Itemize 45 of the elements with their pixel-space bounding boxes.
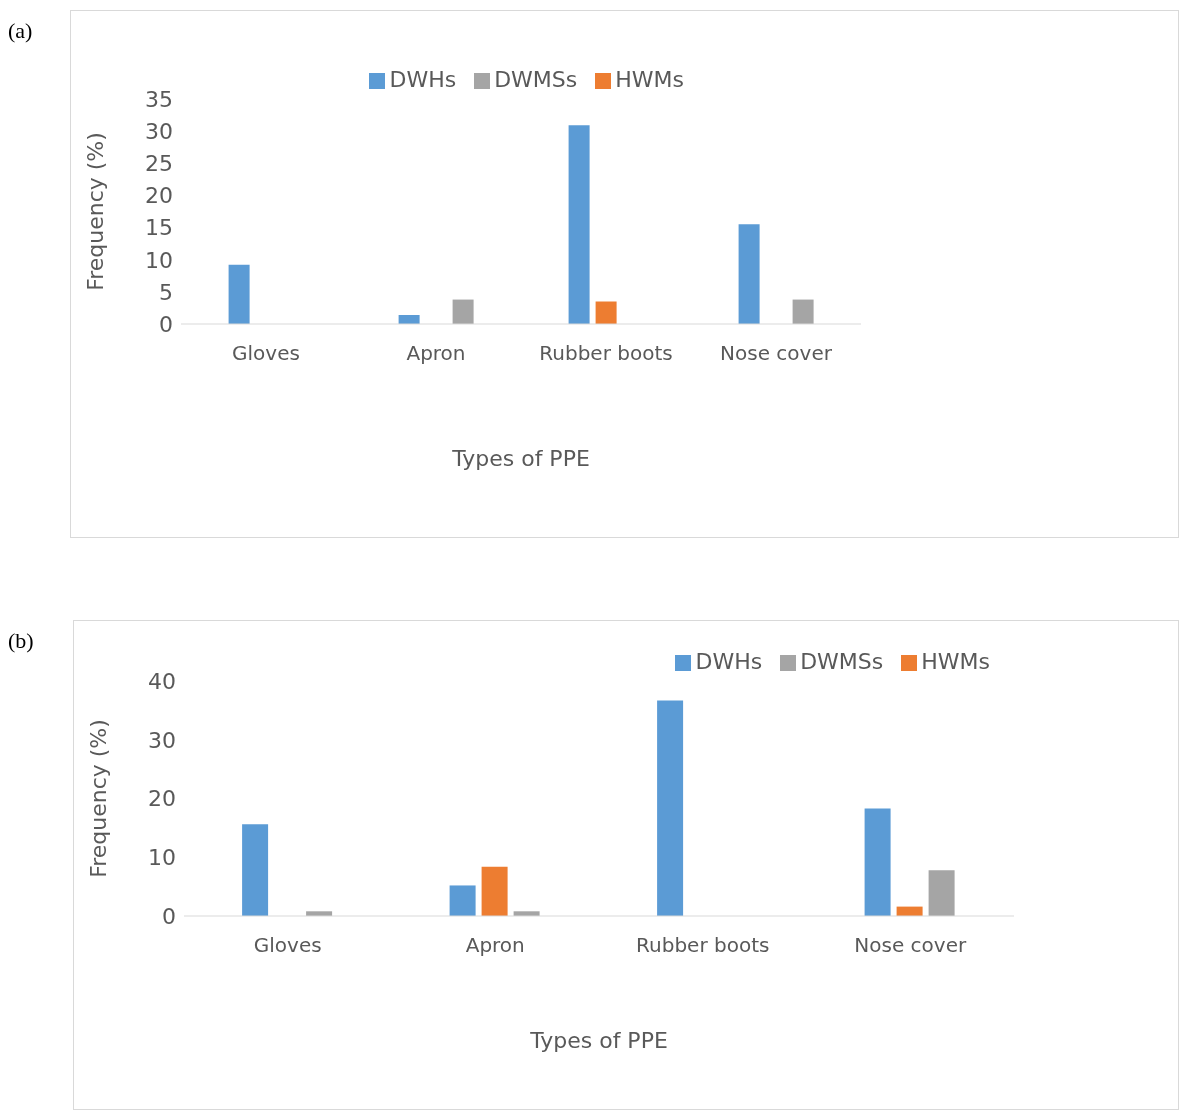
bar [452,299,474,324]
y-tick-label: 40 [148,668,176,694]
x-axis-title: Types of PPE [529,1028,668,1053]
y-tick-label: 10 [145,247,173,273]
legend-label: DWMSs [800,649,884,674]
y-tick-label: 30 [148,727,176,753]
y-tick-label: 25 [145,151,173,177]
legend-label: DWMSs [494,67,578,92]
bar [568,125,590,324]
y-tick-label: 30 [145,118,173,144]
legend-label: HWMs [615,67,684,92]
bar [595,301,617,324]
bar [738,224,760,324]
y-tick-label: 5 [159,279,173,305]
legend-label: DWHs [695,649,763,674]
text: (b) [8,628,34,654]
x-tick-label: Rubber boots [636,933,770,958]
bar [228,264,250,324]
x-tick-label: Gloves [253,933,322,958]
y-tick-label: 20 [148,786,176,812]
y-tick-label: 0 [162,903,176,929]
bar [928,870,955,916]
y-axis-title: Frequency (%) [82,132,108,291]
y-tick-label: 10 [148,845,176,871]
bar [481,866,508,916]
y-axis-title: Frequency (%) [85,719,111,878]
x-tick-label: Nose cover [854,933,967,958]
legend-label: HWMs [921,649,990,674]
x-tick-label: Rubber boots [539,341,673,366]
bar [864,808,891,916]
bar [449,885,476,916]
legend-label: DWHs [389,67,457,92]
x-tick-label: Apron [465,933,525,958]
x-tick-label: Apron [406,341,466,366]
bar [657,700,684,916]
y-tick-label: 35 [145,86,173,112]
bar [242,824,269,916]
y-tick-label: 15 [145,215,173,241]
x-axis-title: Types of PPE [451,446,590,471]
x-tick-label: Nose cover [720,341,833,366]
x-tick-label: Gloves [232,341,300,366]
y-tick-label: 0 [159,311,173,337]
bar [792,299,814,324]
text: (a) [8,18,33,44]
y-tick-label: 20 [145,183,173,209]
